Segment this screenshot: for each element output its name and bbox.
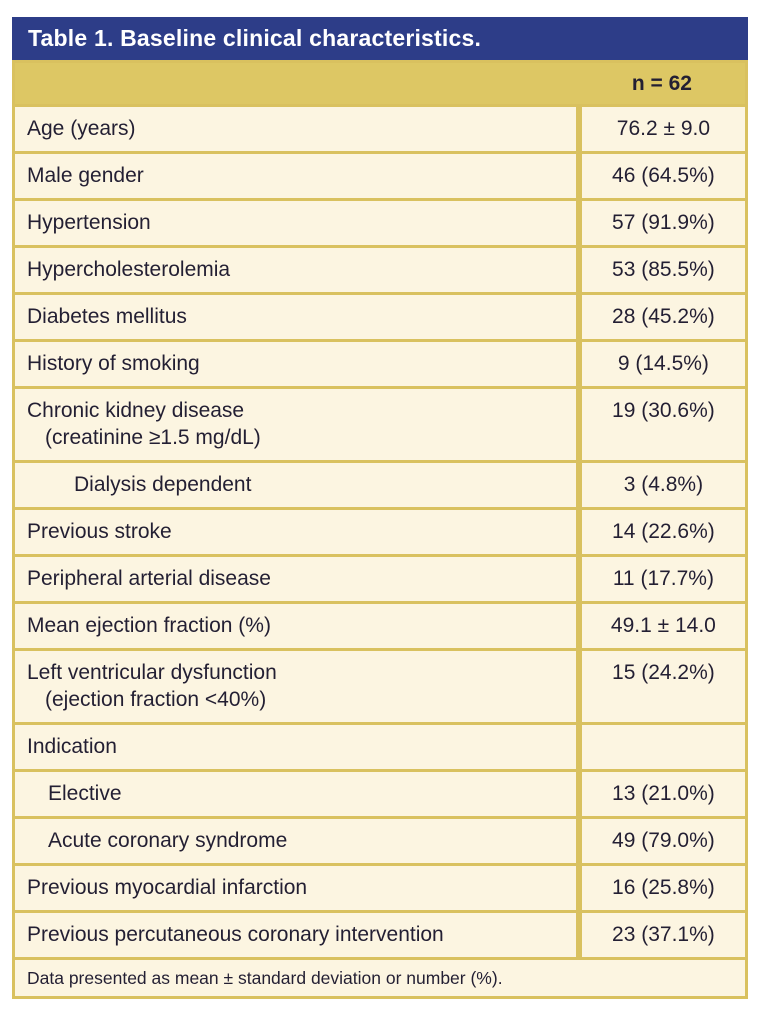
column-header-n: n = 62 [578, 61, 747, 106]
table-header: n = 62 [13, 61, 747, 106]
row-label: Previous percutaneous coronary intervent… [11, 910, 582, 960]
footnote-row: Data presented as mean ± standard deviat… [12, 957, 748, 999]
row-value: 3 (4.8%) [577, 460, 748, 510]
table-row: Hypertension 57 (91.9%) [11, 198, 748, 248]
table-1-baseline-characteristics: Table 1. Baseline clinical characteristi… [11, 17, 748, 999]
row-label: Male gender [11, 151, 582, 201]
table-footer: Data presented as mean ± standard deviat… [12, 957, 748, 999]
row-value: 15 (24.2%) [577, 648, 748, 725]
row-value: 49.1 ± 14.0 [577, 601, 748, 651]
row-value: 28 (45.2%) [577, 292, 748, 342]
row-value: 46 (64.5%) [577, 151, 748, 201]
table-row: Previous percutaneous coronary intervent… [11, 910, 748, 960]
row-label: Diabetes mellitus [11, 292, 582, 342]
row-label: Previous myocardial infarction [11, 863, 582, 913]
row-value: 16 (25.8%) [577, 863, 748, 913]
table-row: Age (years) 76.2 ± 9.0 [11, 104, 748, 154]
row-label: Hypercholesterolemia [11, 245, 582, 295]
row-label: Dialysis dependent [11, 460, 582, 510]
row-label: Peripheral arterial disease [11, 554, 582, 604]
row-value: 53 (85.5%) [577, 245, 748, 295]
table-body: Age (years) 76.2 ± 9.0 Male gender 46 (64.5… [11, 104, 748, 960]
table-row: Mean ejection fraction (%) 49.1 ± 14.0 [11, 601, 748, 651]
table-row: Left ventricular dysfunction (ejection fr… [11, 648, 748, 725]
table-footnote: Data presented as mean ± standard deviat… [12, 957, 748, 999]
table-row: Acute coronary syndrome 49 (79.0%) [11, 816, 748, 866]
table-row: Indication [11, 722, 748, 772]
row-value: 11 (17.7%) [577, 554, 748, 604]
table-row: Elective 13 (21.0%) [11, 769, 748, 819]
row-value: 23 (37.1%) [577, 910, 748, 960]
row-label: Acute coronary syndrome [11, 816, 582, 866]
row-label: Left ventricular dysfunction (ejection fr… [11, 648, 582, 725]
row-label: Chronic kidney disease (creatinine ≥1.5 m… [11, 386, 582, 463]
table-row: Male gender 46 (64.5%) [11, 151, 748, 201]
row-label: Mean ejection fraction (%) [11, 601, 582, 651]
table-title: Table 1. Baseline clinical characteristi… [12, 17, 748, 60]
row-label: Age (years) [11, 104, 582, 154]
table-row: Hypercholesterolemia 53 (85.5%) [11, 245, 748, 295]
row-value: 14 (22.6%) [577, 507, 748, 557]
row-label: Elective [11, 769, 582, 819]
row-label: History of smoking [11, 339, 582, 389]
row-value: 9 (14.5%) [577, 339, 748, 389]
table-row: Dialysis dependent 3 (4.8%) [11, 460, 748, 510]
row-label: Previous stroke [11, 507, 582, 557]
row-sublabel: (ejection fraction <40%) [45, 688, 267, 711]
row-label: Indication [11, 722, 582, 772]
table-row: Chronic kidney disease (creatinine ≥1.5 m… [11, 386, 748, 463]
row-value: 13 (21.0%) [577, 769, 748, 819]
column-header-spacer [13, 61, 579, 106]
row-value: 57 (91.9%) [577, 198, 748, 248]
table-row: Diabetes mellitus 28 (45.2%) [11, 292, 748, 342]
table-row: Previous myocardial infarction 16 (25.8%) [11, 863, 748, 913]
table-row: Previous stroke 14 (22.6%) [11, 507, 748, 557]
row-label: Hypertension [11, 198, 582, 248]
row-value: 76.2 ± 9.0 [577, 104, 748, 154]
row-value [577, 722, 748, 772]
row-sublabel: (creatinine ≥1.5 mg/dL) [45, 426, 261, 449]
characteristics-table: n = 62 Age (years) 76.2 ± 9.0 Male gender 4… [11, 60, 748, 999]
table-row: History of smoking 9 (14.5%) [11, 339, 748, 389]
table-row: Peripheral arterial disease 11 (17.7%) [11, 554, 748, 604]
column-header-row: n = 62 [13, 61, 747, 106]
row-value: 19 (30.6%) [577, 386, 748, 463]
row-value: 49 (79.0%) [577, 816, 748, 866]
